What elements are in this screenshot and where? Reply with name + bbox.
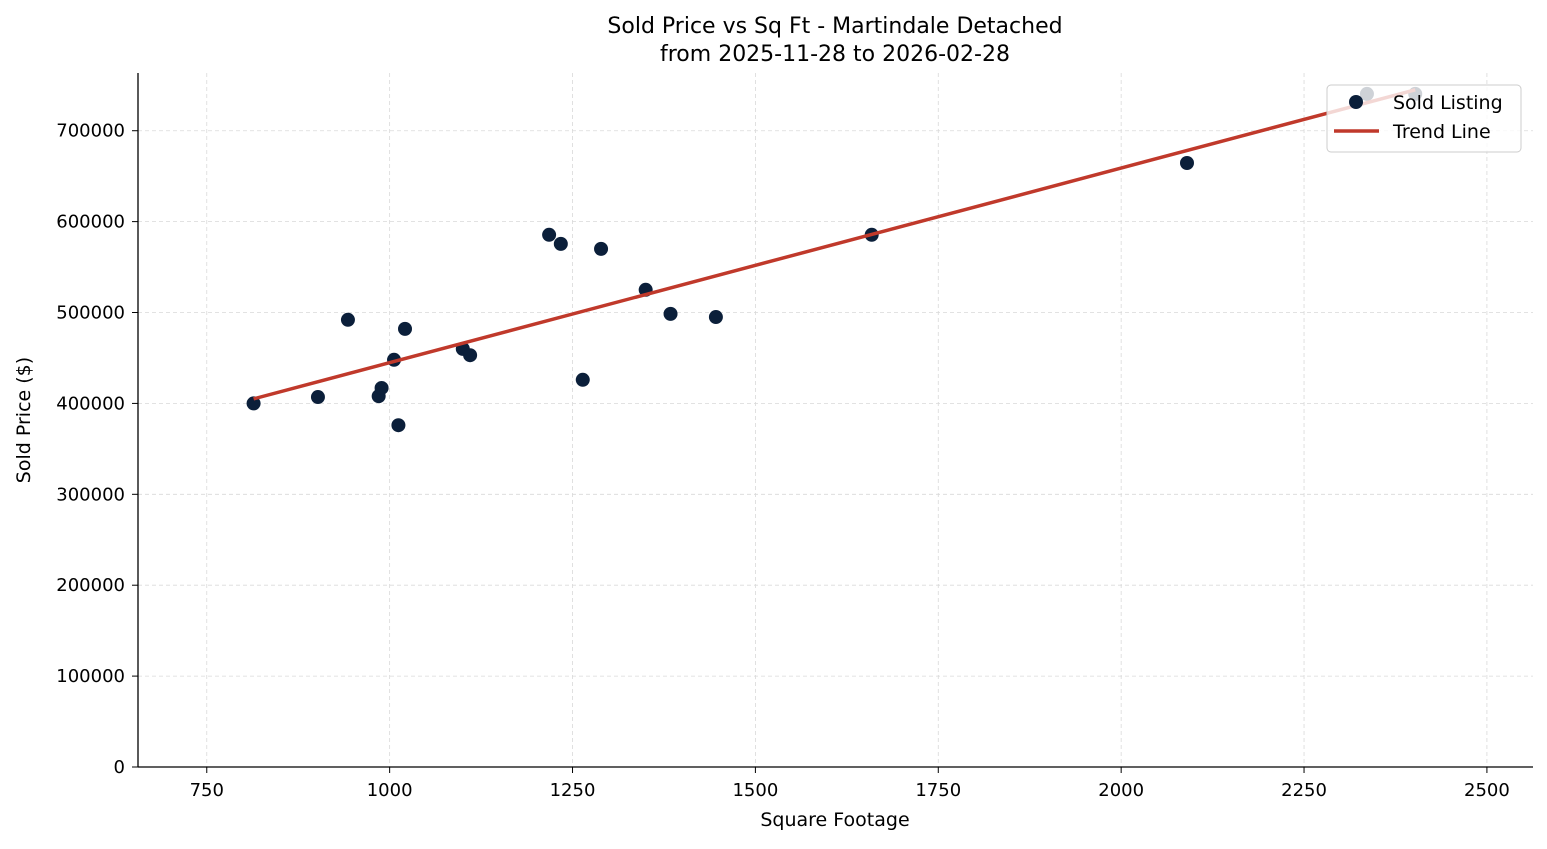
data-point: [391, 418, 406, 433]
x-tick-label: 2500: [1464, 780, 1510, 801]
y-tick-label: 600000: [56, 212, 125, 233]
x-tick-label: 750: [190, 780, 224, 801]
x-axis-label: Square Footage: [760, 809, 909, 831]
data-point: [594, 241, 609, 256]
data-point: [663, 306, 678, 321]
y-tick-label: 500000: [56, 303, 125, 324]
marks: [246, 86, 1423, 433]
x-tick-label: 1250: [550, 780, 596, 801]
data-point: [553, 236, 568, 251]
legend-label-sold-listing: Sold Listing: [1393, 92, 1503, 114]
x-tick-label: 1750: [915, 780, 961, 801]
x-tick-label: 2250: [1281, 780, 1327, 801]
y-axis-label: Sold Price ($): [13, 357, 35, 483]
data-point: [246, 396, 261, 411]
data-point: [398, 321, 413, 336]
data-point: [1179, 155, 1194, 170]
y-tick-label: 100000: [56, 666, 125, 687]
x-tick-label: 1000: [367, 780, 413, 801]
legend: Sold Listing Trend Line: [1326, 84, 1522, 153]
data-point: [374, 380, 389, 395]
y-tick-label: 300000: [56, 484, 125, 505]
y-tick-label: 0: [114, 757, 125, 778]
y-tick-label: 200000: [56, 575, 125, 596]
trend-line: [253, 88, 1416, 401]
legend-label-trend-line: Trend Line: [1392, 121, 1491, 143]
chart-title: Sold Price vs Sq Ft - Martindale Detache…: [607, 14, 1062, 39]
data-point: [310, 390, 325, 405]
data-point: [340, 312, 355, 327]
legend-marker-sold-listing: [1349, 95, 1363, 109]
y-tick-label: 400000: [56, 393, 125, 414]
data-point: [463, 348, 478, 363]
legend-frame: [1326, 84, 1522, 153]
x-tick-label: 2000: [1098, 780, 1144, 801]
y-tick-label: 700000: [56, 121, 125, 142]
data-point: [708, 310, 723, 325]
axes: 750 1000 1250 1500 1750 2000 2250 2500 0 100000 20…: [56, 73, 1533, 801]
chart-subtitle: from 2025-11-28 to 2026-02-28: [660, 42, 1010, 67]
data-point: [542, 227, 557, 242]
x-tick-label: 1500: [732, 780, 778, 801]
data-point: [575, 372, 590, 387]
grid: [138, 73, 1533, 768]
